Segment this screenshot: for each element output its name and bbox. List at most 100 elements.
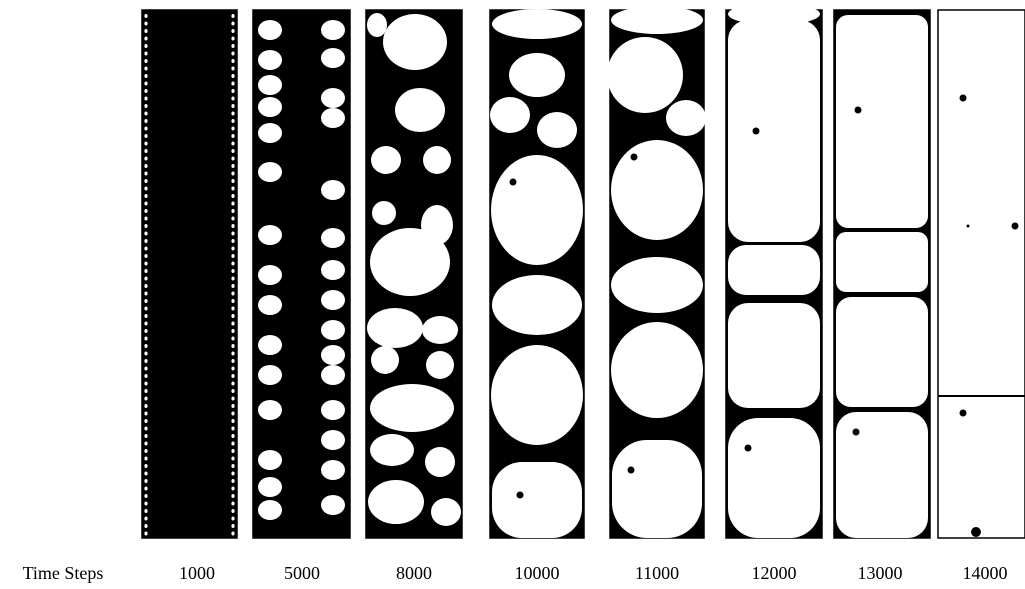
- droplet: [144, 217, 147, 221]
- droplet: [367, 308, 423, 348]
- droplet: [144, 389, 147, 393]
- droplet: [144, 127, 147, 131]
- droplet: [728, 245, 820, 295]
- droplet: [144, 187, 147, 191]
- droplet: [144, 367, 147, 371]
- droplet: [144, 52, 147, 56]
- droplet: [666, 100, 706, 136]
- droplet: [144, 449, 147, 453]
- droplet: [231, 22, 234, 26]
- droplet: [611, 6, 703, 34]
- droplet: [321, 20, 345, 40]
- droplet: [395, 88, 445, 132]
- particle: [628, 467, 635, 474]
- droplet: [321, 320, 345, 340]
- droplet: [144, 352, 147, 356]
- droplet: [231, 419, 234, 423]
- droplet: [231, 179, 234, 183]
- droplet: [231, 457, 234, 461]
- droplet: [144, 89, 147, 93]
- droplet: [231, 307, 234, 311]
- droplet: [611, 140, 703, 240]
- droplet: [321, 260, 345, 280]
- droplet: [321, 495, 345, 515]
- droplet: [144, 479, 147, 483]
- particle: [967, 225, 970, 228]
- droplet: [321, 365, 345, 385]
- droplet: [258, 20, 282, 40]
- droplet: [231, 97, 234, 101]
- droplet: [258, 225, 282, 245]
- droplet: [431, 498, 461, 526]
- droplet: [231, 494, 234, 498]
- droplet: [231, 427, 234, 431]
- droplet: [231, 262, 234, 266]
- droplet: [144, 157, 147, 161]
- droplet: [321, 460, 345, 480]
- droplet: [144, 202, 147, 206]
- droplet: [144, 14, 147, 18]
- droplet: [144, 299, 147, 303]
- figure: Time Steps 10005000800010000110001200013…: [0, 0, 1025, 589]
- droplet: [144, 419, 147, 423]
- droplet: [144, 509, 147, 513]
- droplet: [231, 217, 234, 221]
- droplet: [231, 367, 234, 371]
- droplet: [144, 397, 147, 401]
- droplet: [426, 351, 454, 379]
- particle: [853, 429, 860, 436]
- droplet: [231, 164, 234, 168]
- droplet: [231, 269, 234, 273]
- droplet: [370, 228, 450, 296]
- panels: [142, 3, 1025, 538]
- droplet: [144, 104, 147, 108]
- simulation-panel: [726, 3, 822, 538]
- droplet: [258, 123, 282, 143]
- droplet: [258, 400, 282, 420]
- droplet: [231, 382, 234, 386]
- droplet: [231, 359, 234, 363]
- droplet: [144, 494, 147, 498]
- droplet: [490, 97, 530, 133]
- droplet: [231, 112, 234, 116]
- droplet: [258, 365, 282, 385]
- droplet: [144, 209, 147, 213]
- droplet: [231, 314, 234, 318]
- simulation-panel: [490, 9, 584, 538]
- droplet: [231, 479, 234, 483]
- droplet: [422, 316, 458, 344]
- droplet: [144, 142, 147, 146]
- panel-background: [142, 10, 237, 538]
- time-step-label: 11000: [635, 563, 679, 583]
- droplet: [144, 427, 147, 431]
- droplet: [371, 346, 399, 374]
- droplet: [231, 352, 234, 356]
- droplet: [144, 22, 147, 26]
- simulation-panel: [253, 10, 350, 538]
- droplet: [231, 172, 234, 176]
- droplet: [144, 232, 147, 236]
- simulation-panel: [938, 10, 1025, 538]
- droplet: [144, 269, 147, 273]
- droplet: [231, 524, 234, 528]
- droplet: [144, 412, 147, 416]
- droplet: [258, 335, 282, 355]
- droplet: [144, 359, 147, 363]
- droplet: [231, 14, 234, 18]
- droplet: [231, 59, 234, 63]
- droplet: [321, 430, 345, 450]
- droplet: [144, 487, 147, 491]
- droplet: [144, 119, 147, 123]
- droplet: [231, 37, 234, 41]
- droplet: [231, 299, 234, 303]
- droplet: [144, 442, 147, 446]
- droplet: [509, 53, 565, 97]
- droplet: [231, 442, 234, 446]
- droplet: [144, 44, 147, 48]
- droplet: [231, 434, 234, 438]
- droplet: [492, 275, 582, 335]
- droplet: [231, 292, 234, 296]
- droplet: [231, 337, 234, 341]
- droplet: [368, 480, 424, 524]
- droplet: [144, 292, 147, 296]
